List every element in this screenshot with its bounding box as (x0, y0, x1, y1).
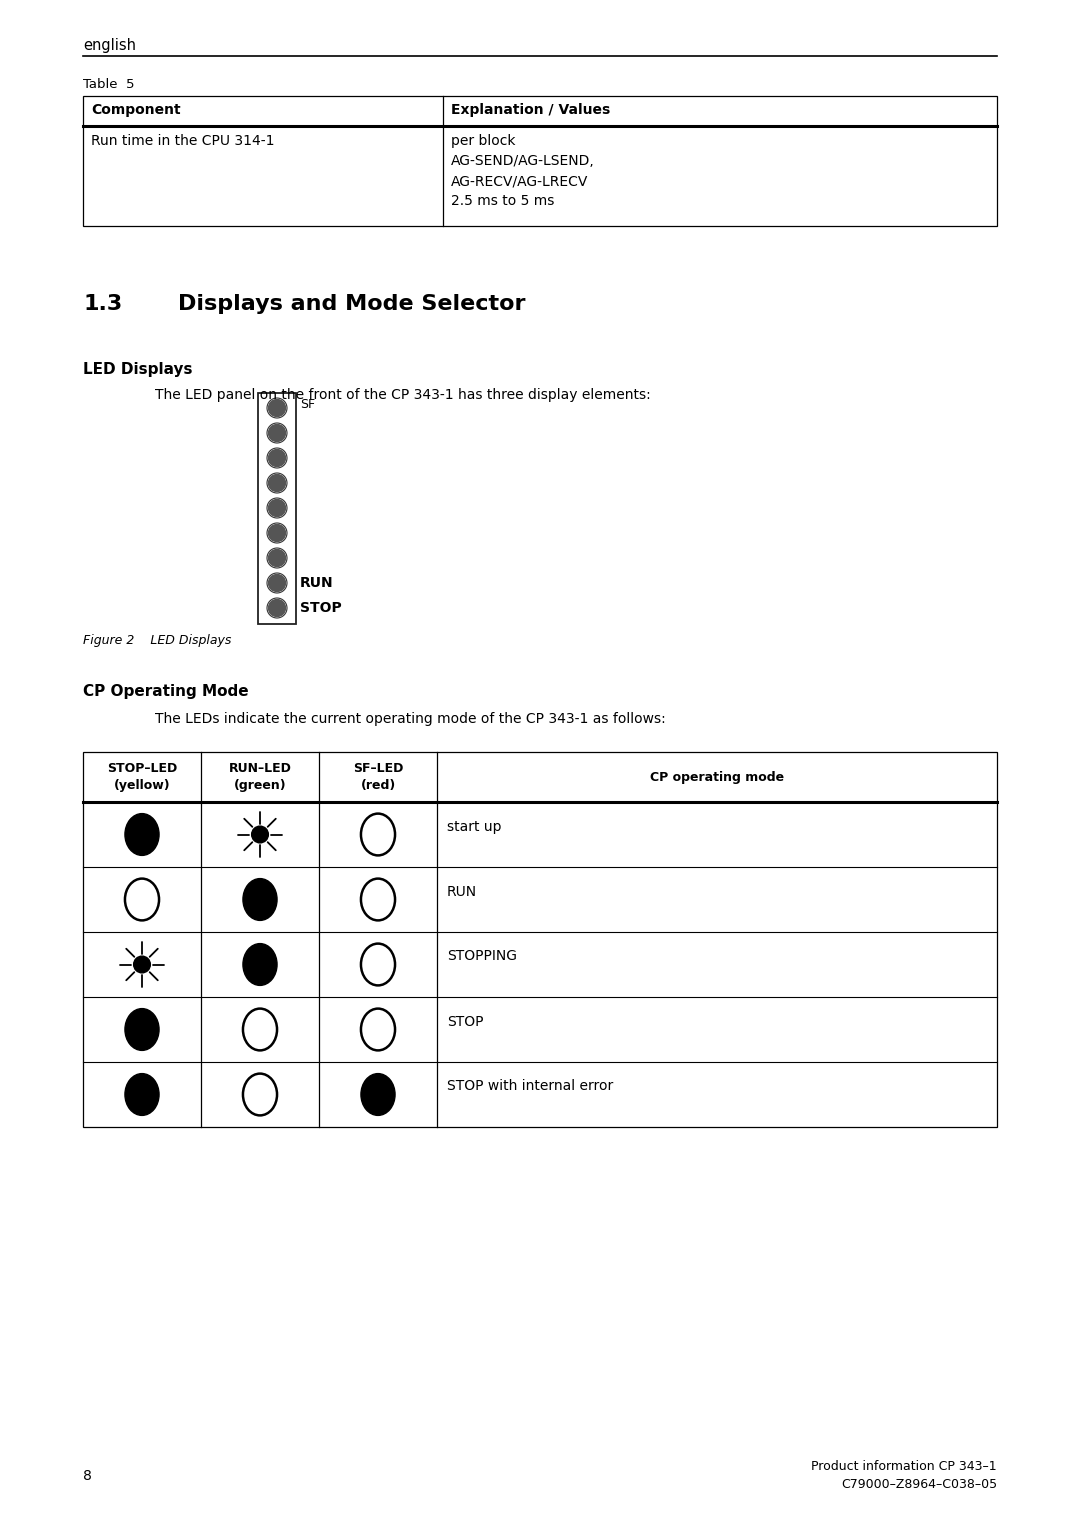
Circle shape (269, 449, 285, 466)
Circle shape (269, 599, 285, 616)
Text: STOP: STOP (447, 1015, 484, 1028)
Text: 1.3: 1.3 (83, 293, 122, 313)
Circle shape (269, 425, 285, 442)
Ellipse shape (125, 813, 159, 856)
Text: STOP with internal error: STOP with internal error (447, 1079, 613, 1094)
Text: Explanation / Values: Explanation / Values (451, 102, 610, 118)
Text: Component: Component (91, 102, 180, 118)
Text: STOPPING: STOPPING (447, 949, 517, 964)
Text: STOP–LED
(yellow): STOP–LED (yellow) (107, 762, 177, 792)
Text: The LED panel on the front of the CP 343-1 has three display elements:: The LED panel on the front of the CP 343… (156, 388, 651, 402)
Circle shape (269, 500, 285, 516)
Ellipse shape (125, 1074, 159, 1115)
Text: RUN: RUN (300, 576, 334, 590)
Text: CP operating mode: CP operating mode (650, 770, 784, 784)
Circle shape (269, 575, 285, 591)
Ellipse shape (361, 1074, 395, 1115)
Text: start up: start up (447, 819, 501, 833)
Ellipse shape (243, 944, 278, 986)
Text: SF–LED
(red): SF–LED (red) (353, 762, 403, 792)
Circle shape (269, 524, 285, 541)
Ellipse shape (125, 1008, 159, 1050)
Text: Displays and Mode Selector: Displays and Mode Selector (178, 293, 526, 313)
Circle shape (269, 399, 285, 417)
Circle shape (269, 475, 285, 492)
Text: STOP: STOP (300, 601, 341, 614)
Bar (83, 752, 997, 1128)
Ellipse shape (134, 957, 150, 973)
Text: The LEDs indicate the current operating mode of the CP 343-1 as follows:: The LEDs indicate the current operating … (156, 712, 665, 726)
Bar (83, 96, 997, 226)
Text: LED Displays: LED Displays (83, 362, 192, 377)
Text: SF: SF (300, 399, 315, 411)
Text: english: english (83, 38, 136, 53)
Text: Figure 2    LED Displays: Figure 2 LED Displays (83, 634, 231, 646)
Text: RUN–LED
(green): RUN–LED (green) (229, 762, 292, 792)
Text: 8: 8 (83, 1468, 92, 1484)
Text: Run time in the CPU 314-1: Run time in the CPU 314-1 (91, 134, 274, 148)
Text: per block
AG-SEND/AG-LSEND,
AG-RECV/AG-LRECV
2.5 ms to 5 ms: per block AG-SEND/AG-LSEND, AG-RECV/AG-L… (451, 134, 595, 208)
Text: RUN: RUN (447, 885, 477, 898)
Circle shape (269, 550, 285, 567)
Text: CP Operating Mode: CP Operating Mode (83, 685, 248, 698)
Bar (258, 393, 296, 623)
Text: Product information CP 343–1
C79000–Z8964–C038–05: Product information CP 343–1 C79000–Z896… (811, 1461, 997, 1491)
Ellipse shape (243, 879, 278, 920)
Text: Table  5: Table 5 (83, 78, 135, 92)
Ellipse shape (252, 827, 268, 843)
